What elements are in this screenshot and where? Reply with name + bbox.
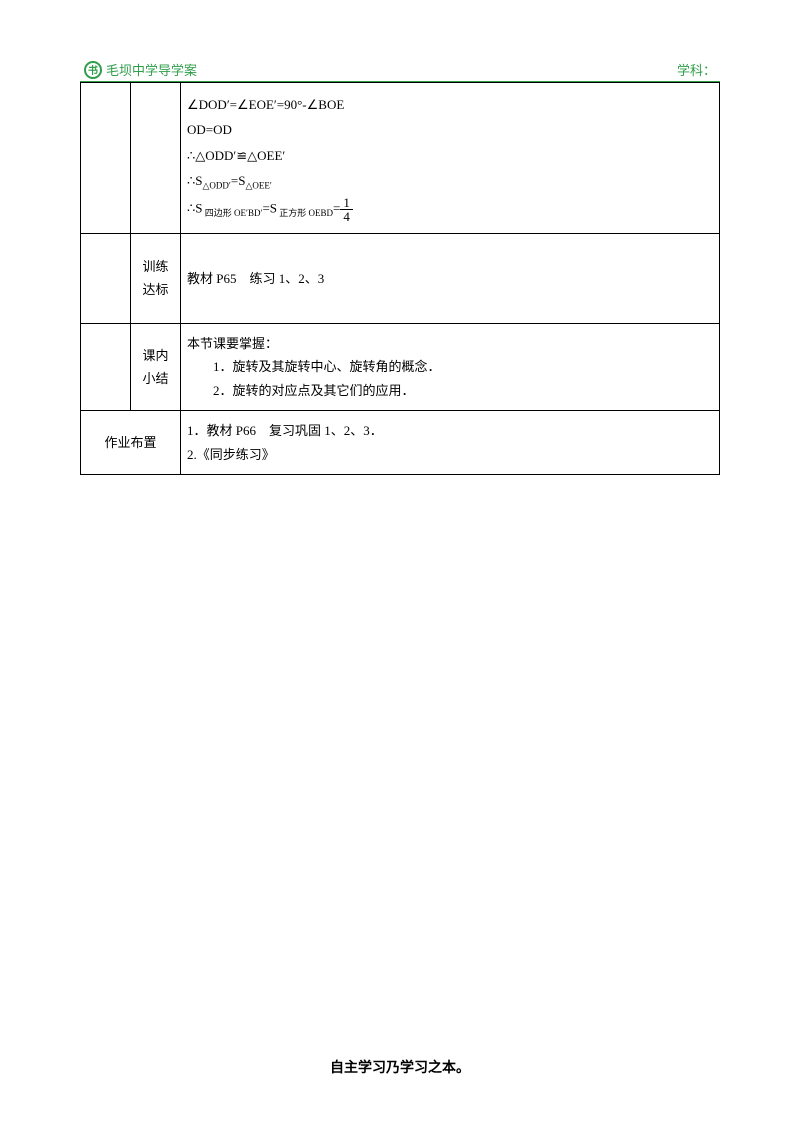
proof-line: ∠DOD′=∠EOE′=90°-∠BOE [187, 93, 713, 116]
subscript: 四边形 OE′BD′ [203, 208, 263, 218]
summary-line: 本节课要掌握： [187, 332, 713, 355]
label-line: 小结 [137, 367, 174, 390]
header-left: 书 毛坝中学导学案 [84, 60, 197, 79]
row-spacer [81, 83, 131, 234]
label-line: 达标 [137, 278, 174, 301]
training-content: 教材 P65 练习 1、2、3 [181, 233, 720, 323]
school-logo-icon: 书 [84, 61, 102, 79]
summary-content: 本节课要掌握： 1．旋转及其旋转中心、旋转角的概念． 2．旋转的对应点及其它们的… [181, 323, 720, 410]
homework-label: 作业布置 [81, 411, 181, 475]
fraction-den: 4 [340, 210, 353, 223]
fraction-num: 1 [340, 196, 353, 210]
text: ∴S [187, 173, 203, 188]
text: =S [262, 200, 277, 215]
row-label-empty [131, 83, 181, 234]
proof-content: ∠DOD′=∠EOE′=90°-∠BOE OD=OD ∴△ODD′≌△OEE′ … [181, 83, 720, 234]
summary-line: 1．旋转及其旋转中心、旋转角的概念． [187, 355, 713, 378]
table-row: 训练 达标 教材 P65 练习 1、2、3 [81, 233, 720, 323]
subscript: △ODD′ [203, 181, 231, 191]
text: ∴S [187, 200, 203, 215]
text: = [333, 200, 340, 215]
lesson-table: ∠DOD′=∠EOE′=90°-∠BOE OD=OD ∴△ODD′≌△OEE′ … [80, 82, 720, 475]
school-name: 毛坝中学导学案 [106, 60, 197, 79]
page-header: 书 毛坝中学导学案 学科： [80, 60, 720, 79]
proof-line: ∴S△ODD′=S△OEE′ [187, 169, 713, 194]
row-spacer [81, 233, 131, 323]
table-row: ∠DOD′=∠EOE′=90°-∠BOE OD=OD ∴△ODD′≌△OEE′ … [81, 83, 720, 234]
fraction: 14 [340, 196, 353, 223]
table-row: 作业布置 1．教材 P66 复习巩固 1、2、3． 2.《同步练习》 [81, 411, 720, 475]
proof-line: ∴S 四边形 OE′BD′=S 正方形 OEBD=14 [187, 196, 713, 223]
row-spacer [81, 323, 131, 410]
training-label: 训练 达标 [131, 233, 181, 323]
text: =S [231, 173, 246, 188]
label-line: 训练 [137, 255, 174, 278]
subject-label: 学科： [677, 60, 716, 79]
proof-line: OD=OD [187, 118, 713, 141]
summary-line: 2．旋转的对应点及其它们的应用． [187, 379, 713, 402]
homework-content: 1．教材 P66 复习巩固 1、2、3． 2.《同步练习》 [181, 411, 720, 475]
subscript: 正方形 OEBD [277, 208, 333, 218]
homework-line: 2.《同步练习》 [187, 443, 713, 466]
label-line: 课内 [137, 344, 174, 367]
summary-label: 课内 小结 [131, 323, 181, 410]
table-row: 课内 小结 本节课要掌握： 1．旋转及其旋转中心、旋转角的概念． 2．旋转的对应… [81, 323, 720, 410]
page-footer: 自主学习乃学习之本。 [0, 1057, 800, 1077]
homework-line: 1．教材 P66 复习巩固 1、2、3． [187, 419, 713, 442]
proof-line: ∴△ODD′≌△OEE′ [187, 144, 713, 167]
subscript: △OEE′ [245, 181, 271, 191]
